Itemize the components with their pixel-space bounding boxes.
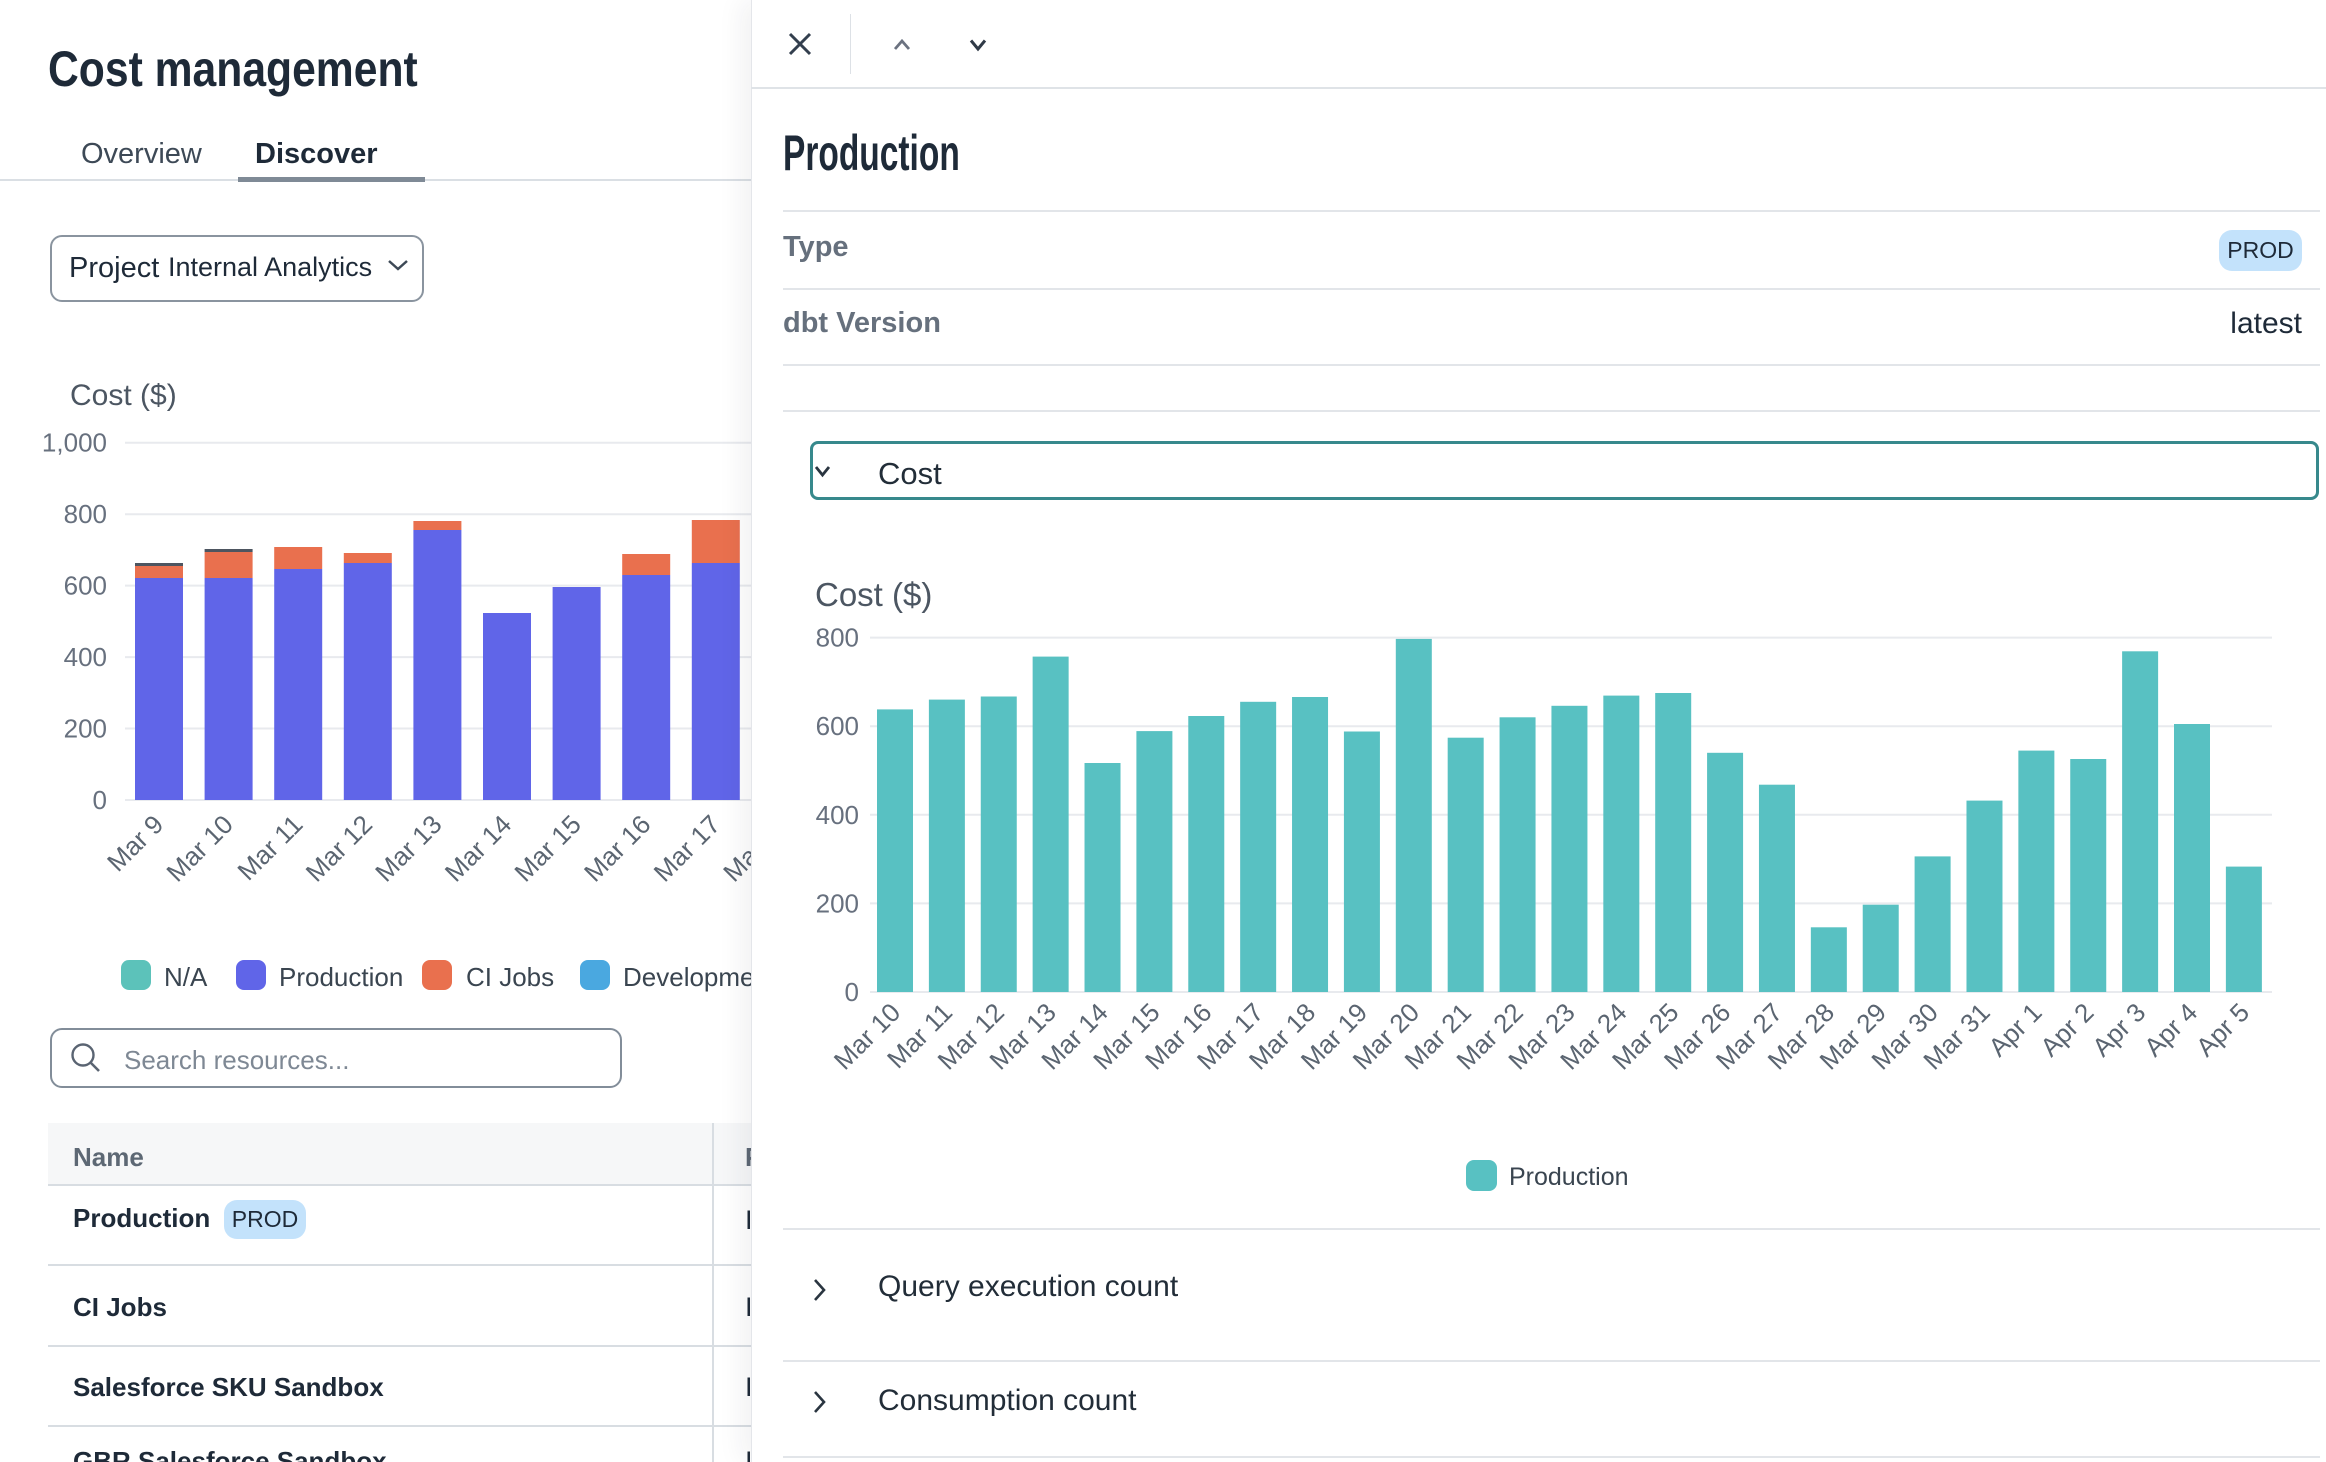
svg-text:Apr 2: Apr 2 (2034, 997, 2099, 1062)
svg-text:Mar 17: Mar 17 (648, 809, 726, 887)
svg-text:Mar 13: Mar 13 (369, 809, 447, 887)
svg-text:800: 800 (64, 499, 107, 529)
svg-text:Apr 4: Apr 4 (2138, 997, 2203, 1062)
svg-text:Mar 16: Mar 16 (578, 809, 656, 887)
svg-text:200: 200 (64, 714, 107, 744)
svg-text:Mar 15: Mar 15 (508, 809, 586, 887)
svg-text:400: 400 (64, 642, 107, 672)
svg-text:Apr 3: Apr 3 (2086, 997, 2151, 1062)
svg-text:0: 0 (93, 785, 107, 815)
svg-text:Apr 1: Apr 1 (1982, 997, 2047, 1062)
svg-text:400: 400 (816, 800, 859, 830)
svg-text:0: 0 (845, 977, 859, 1007)
svg-text:600: 600 (64, 571, 107, 601)
svg-text:Apr 5: Apr 5 (2190, 997, 2255, 1062)
svg-text:Mar 9: Mar 9 (101, 809, 169, 877)
svg-text:Mar 10: Mar 10 (160, 809, 238, 887)
svg-text:Mar 14: Mar 14 (439, 809, 517, 887)
svg-text:600: 600 (816, 711, 859, 741)
svg-text:200: 200 (816, 888, 859, 918)
svg-text:1,000: 1,000 (42, 428, 107, 458)
svg-text:800: 800 (816, 623, 859, 653)
svg-text:Mar 12: Mar 12 (300, 809, 378, 887)
svg-text:Mar 11: Mar 11 (231, 809, 308, 886)
